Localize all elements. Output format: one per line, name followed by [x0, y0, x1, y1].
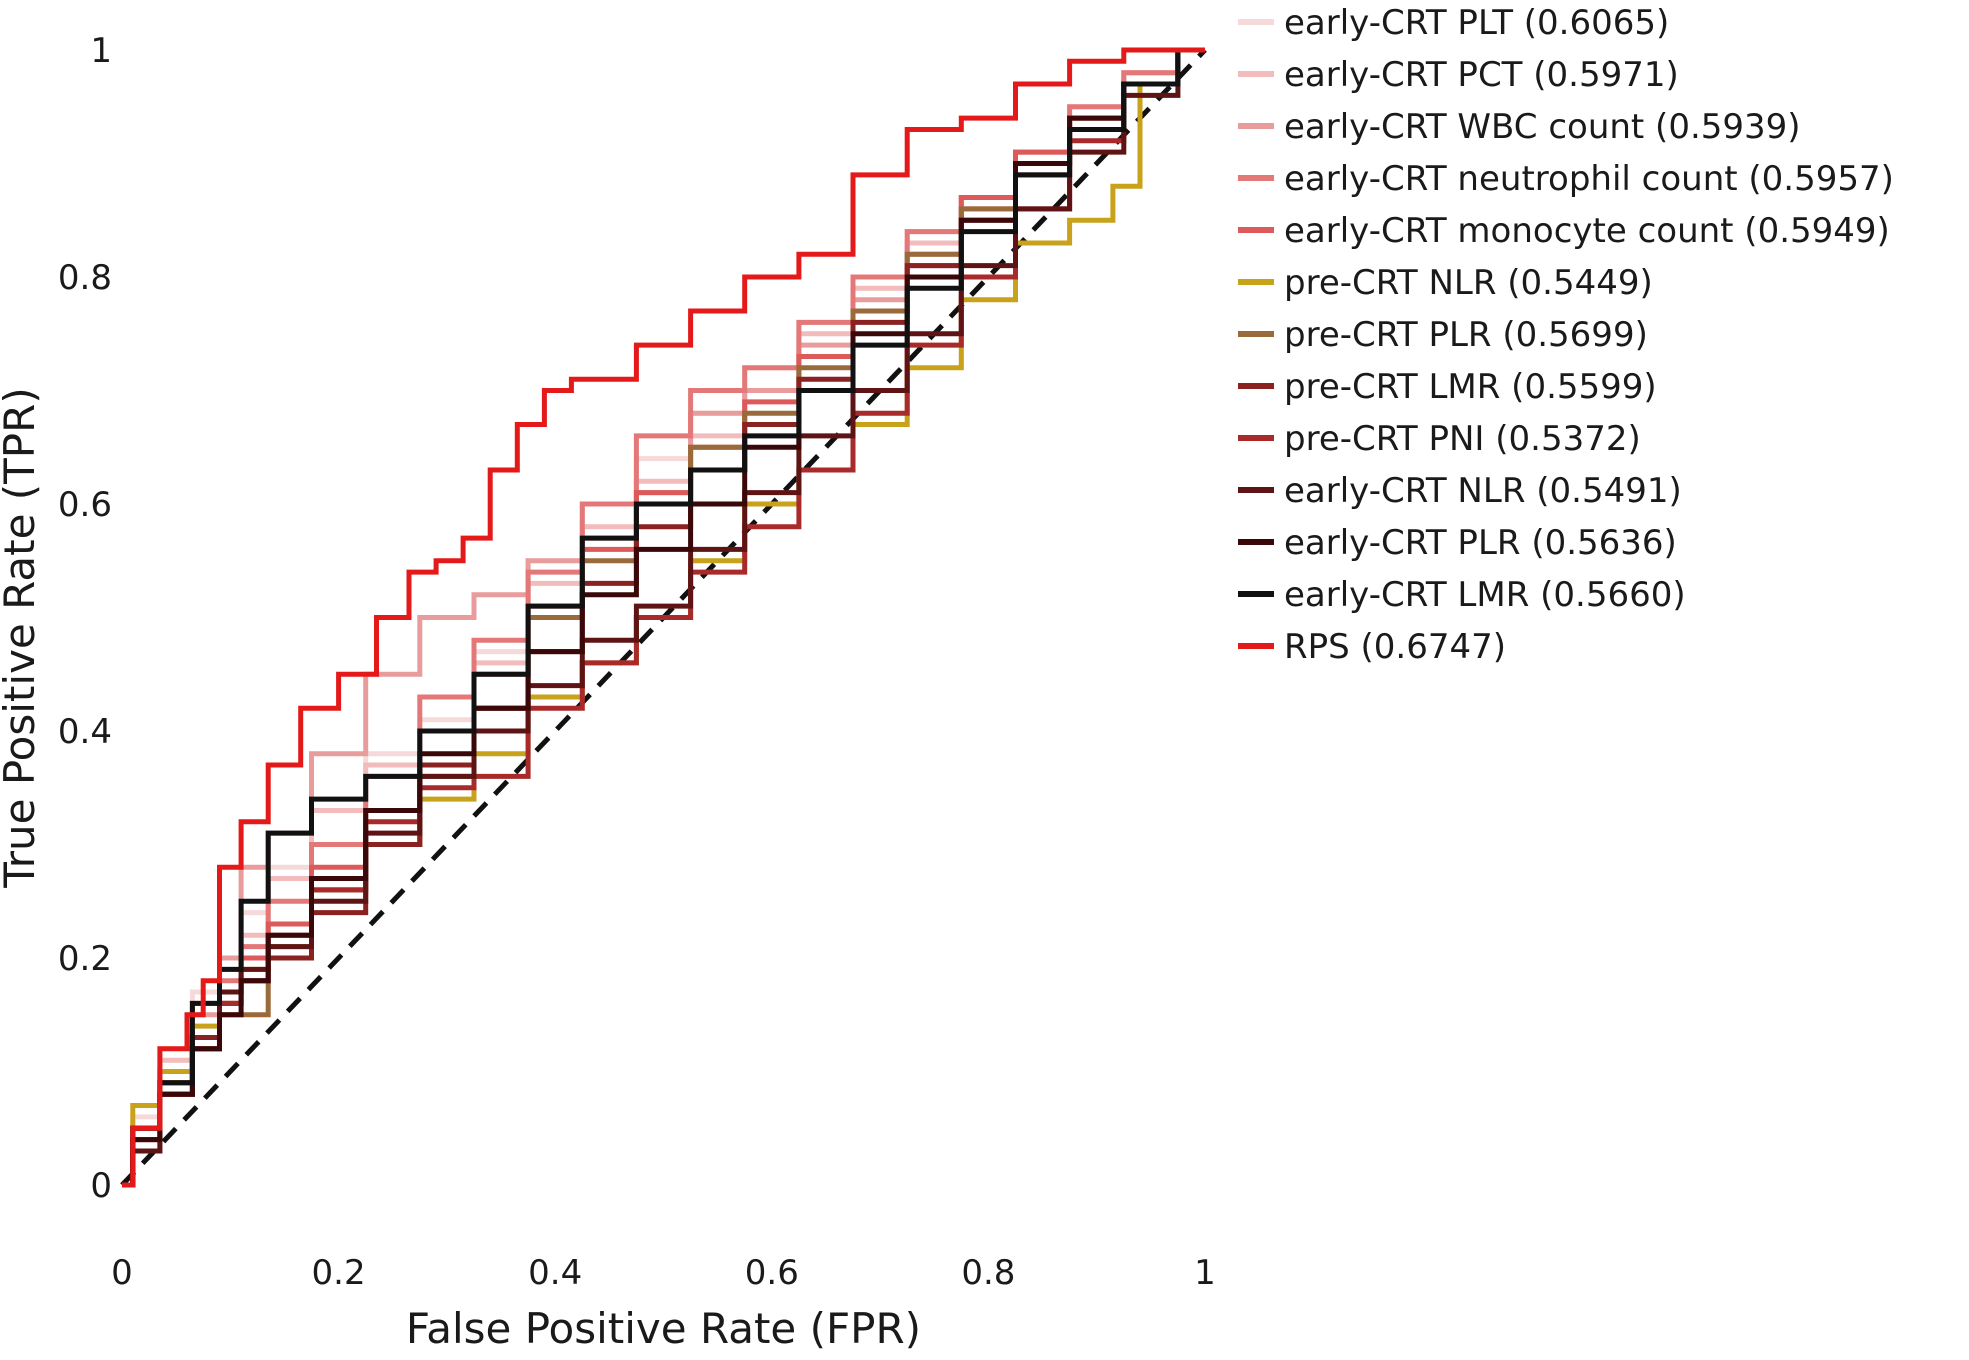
y-tick-label: 0.2: [58, 939, 112, 979]
x-tick-label: 0.6: [745, 1253, 799, 1293]
y-axis-title: True Positive Rate (TPR): [0, 387, 44, 888]
legend-label: early-CRT WBC count (0.5939): [1284, 107, 1801, 147]
legend-label: early-CRT NLR (0.5491): [1284, 471, 1682, 511]
y-tick-label: 0.8: [58, 258, 112, 298]
roc-curve-11: [122, 47, 1205, 1188]
y-tick-label: 0.6: [58, 485, 112, 525]
y-tick-label: 0: [90, 1166, 112, 1206]
legend-label: pre-CRT LMR (0.5599): [1284, 367, 1657, 407]
x-tick-label: 0: [111, 1253, 133, 1293]
y-tick-label: 1: [90, 31, 112, 71]
legend-label: early-CRT LMR (0.5660): [1284, 575, 1686, 615]
x-tick-label: 0.4: [528, 1253, 582, 1293]
legend-label: RPS (0.6747): [1284, 627, 1506, 667]
y-tick-label: 0.4: [58, 712, 112, 752]
x-tick-label: 0.8: [961, 1253, 1015, 1293]
roc-curve-13: [122, 47, 1205, 1188]
legend-label: early-CRT PCT (0.5971): [1284, 55, 1679, 95]
legend-label: pre-CRT PLR (0.5699): [1284, 315, 1648, 355]
legend-label: early-CRT monocyte count (0.5949): [1284, 211, 1890, 251]
roc-curve-12: [122, 47, 1205, 1188]
x-tick-label: 0.2: [312, 1253, 366, 1293]
roc-curves: [120, 47, 1207, 1188]
legend-label: early-CRT PLR (0.5636): [1284, 523, 1677, 563]
axes: 0 0.2 0.4 0.6 0.8 1 0 0.2 0.4 0.6 0.8 1 False Positi…: [0, 31, 1216, 1353]
legend-label: early-CRT neutrophil count (0.5957): [1284, 159, 1894, 199]
x-axis-title: False Positive Rate (FPR): [406, 1304, 921, 1353]
x-tick-label: 1: [1194, 1253, 1216, 1293]
legend-label: pre-CRT NLR (0.5449): [1284, 263, 1653, 303]
legend: early-CRT PLT (0.6065) early-CRT PCT (0.5…: [1238, 3, 1894, 667]
legend-label: pre-CRT PNI (0.5372): [1284, 419, 1641, 459]
legend-label: early-CRT PLT (0.6065): [1284, 3, 1669, 43]
roc-curve-10: [122, 47, 1205, 1188]
